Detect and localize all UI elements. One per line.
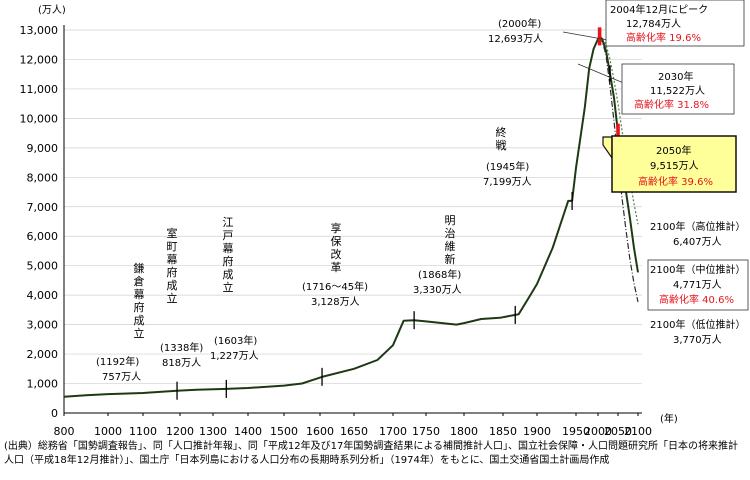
peak-callout: 2004年12月にピーク 12,784万人 高齢化率 19.6% [562, 0, 745, 47]
shusen-year: (1945年) [486, 160, 529, 173]
x-unit-label: (年) [660, 412, 678, 425]
meiji-annotation: (1868年) 3,330万人 [413, 268, 462, 296]
muromachi-label: 室町幕府成立 [167, 226, 178, 305]
red-marker [597, 27, 602, 46]
x-tick-label: 1600 [306, 425, 334, 438]
mid2100-line1: 2100年（中位推計） [650, 263, 745, 276]
y2000-year: (2000年) [498, 17, 541, 30]
series-lines [63, 35, 639, 398]
y-tick-label: 9,000 [27, 142, 59, 155]
shusen-label: 終戦 [496, 125, 507, 152]
y2030-line3: 高齢化率 31.8% [634, 98, 709, 111]
x-tick-label: 1800 [450, 425, 478, 438]
y-tick-label: 6,000 [27, 230, 59, 243]
y-tick-label: 1,000 [27, 378, 59, 391]
kamakura-value: 757万人 [102, 371, 141, 383]
y2000-annotation: (2000年) 12,693万人 [488, 17, 543, 45]
kamakura-annotation: (1192年) 757万人 [96, 355, 141, 383]
y-tick-labels: 0 1,000 2,000 3,000 4,000 5,000 6,000 7,000 8,00… [20, 24, 59, 420]
kyoho-value: 3,128万人 [311, 296, 360, 308]
peak-line1: 2004年12月にピーク [610, 3, 708, 16]
y-tick-label: 13,000 [20, 24, 59, 37]
high2100-annotation: 2100年（高位推計） 6,407万人 [650, 220, 745, 248]
event-marks [176, 27, 620, 400]
y2030-callout: 2030年 11,522万人 高齢化率 31.8% [577, 63, 735, 115]
y-tick-label: 7,000 [27, 201, 59, 214]
y-tick-label: 11,000 [20, 83, 59, 96]
high2100-line1: 2100年（高位推計） [650, 220, 745, 233]
x-tick-label: 1700 [379, 425, 407, 438]
x-tick-label: 1750 [412, 425, 440, 438]
x-tick-label: 800 [54, 425, 75, 438]
kyoho-annotation: (1716～45年) 3,128万人 [302, 280, 368, 308]
x-tick-label: 1400 [234, 425, 262, 438]
event-vertical-labels: 鎌倉幕府成立 室町幕府成立 江戸幕府成立 享保改革 明治維新 終戦 [134, 125, 507, 340]
kyoho-label: 享保改革 [331, 221, 342, 274]
mid2100-line3: 高齢化率 40.6% [659, 293, 734, 306]
y2050-callout: 2050年 9,515万人 高齢化率 39.6% [602, 135, 737, 193]
red-marker [616, 123, 620, 142]
y-tick-label: 5,000 [27, 260, 59, 273]
shusen-annotation: (1945年) 7,199万人 [483, 160, 532, 188]
gridlines [64, 29, 642, 414]
muromachi-value: 818万人 [162, 357, 201, 369]
kamakura-year: (1192年) [96, 355, 139, 368]
y-tick-label: 12,000 [20, 53, 59, 66]
edo-annotation: (1603年) 1,227万人 [210, 334, 259, 362]
mid2100-annotation: 2100年（中位推計） 4,771万人 高齢化率 40.6% [647, 259, 749, 311]
y-tick-label: 8,000 [27, 171, 59, 184]
low2100-line1: 2100年（低位推計） [650, 318, 745, 331]
edo-label: 江戸幕府成立 [223, 216, 234, 294]
kamakura-label: 鎌倉幕府成立 [134, 261, 145, 340]
low2100-annotation: 2100年（低位推計） 3,770万人 [650, 318, 745, 346]
y-tick-label: 10,000 [20, 112, 59, 125]
x-tick-label: 1100 [129, 425, 157, 438]
y2050-line3: 高齢化率 39.6% [638, 175, 713, 188]
x-tick-label: 2100 [624, 425, 652, 438]
shusen-value: 7,199万人 [483, 176, 532, 188]
kyoho-year: (1716～45年) [302, 280, 368, 293]
muromachi-year: (1338年) [160, 341, 203, 354]
x-tick-label: 1500 [270, 425, 298, 438]
high2100-line2: 6,407万人 [673, 236, 722, 248]
y-unit-label: (万人) [38, 4, 66, 16]
y-tick-label: 4,000 [27, 289, 59, 302]
y2000-value: 12,693万人 [488, 33, 543, 45]
peak-line2: 12,784万人 [626, 18, 681, 30]
edo-year: (1603年) [214, 334, 257, 347]
x-tick-labels: 800 1000 1100 1200 1300 1400 1500 1600 1650 1700 1… [54, 425, 653, 438]
x-tick-label: 1950 [562, 425, 590, 438]
y-tick-label: 3,000 [27, 319, 59, 332]
y-tick-label: 2,000 [27, 348, 59, 361]
mid2100-line2: 4,771万人 [673, 279, 722, 291]
meiji-label: 明治維新 [445, 214, 456, 266]
x-tick-label: 1000 [94, 425, 122, 438]
meiji-value: 3,330万人 [413, 284, 462, 296]
edo-value: 1,227万人 [210, 350, 259, 362]
x-tick-label: 1300 [199, 425, 227, 438]
x-tick-label: 1900 [523, 425, 551, 438]
x-tick-label: 1650 [340, 425, 368, 438]
x-tick-label: 1850 [489, 425, 517, 438]
muromachi-annotation: (1338年) 818万人 [160, 341, 203, 369]
source-footnote: (出典）総務省「国勢調査報告」、同「人口推計年報」、同「平成12年及び17年国勢… [4, 441, 739, 466]
y2050-line1: 2050年 [656, 144, 691, 157]
peak-line3: 高齢化率 19.6% [626, 31, 701, 44]
x-tick-label: 2000 [584, 425, 612, 438]
series-line-history [63, 35, 601, 398]
y2030-line1: 2030年 [658, 70, 693, 83]
y-tick-label: 0 [51, 407, 58, 420]
meiji-year: (1868年) [418, 268, 461, 281]
x-tick-label: 2050 [604, 425, 632, 438]
low2100-line2: 3,770万人 [673, 334, 722, 346]
axes [63, 25, 642, 416]
x-tick-label: 1200 [166, 425, 194, 438]
y2050-line2: 9,515万人 [650, 160, 699, 172]
y2030-line2: 11,522万人 [650, 85, 705, 97]
